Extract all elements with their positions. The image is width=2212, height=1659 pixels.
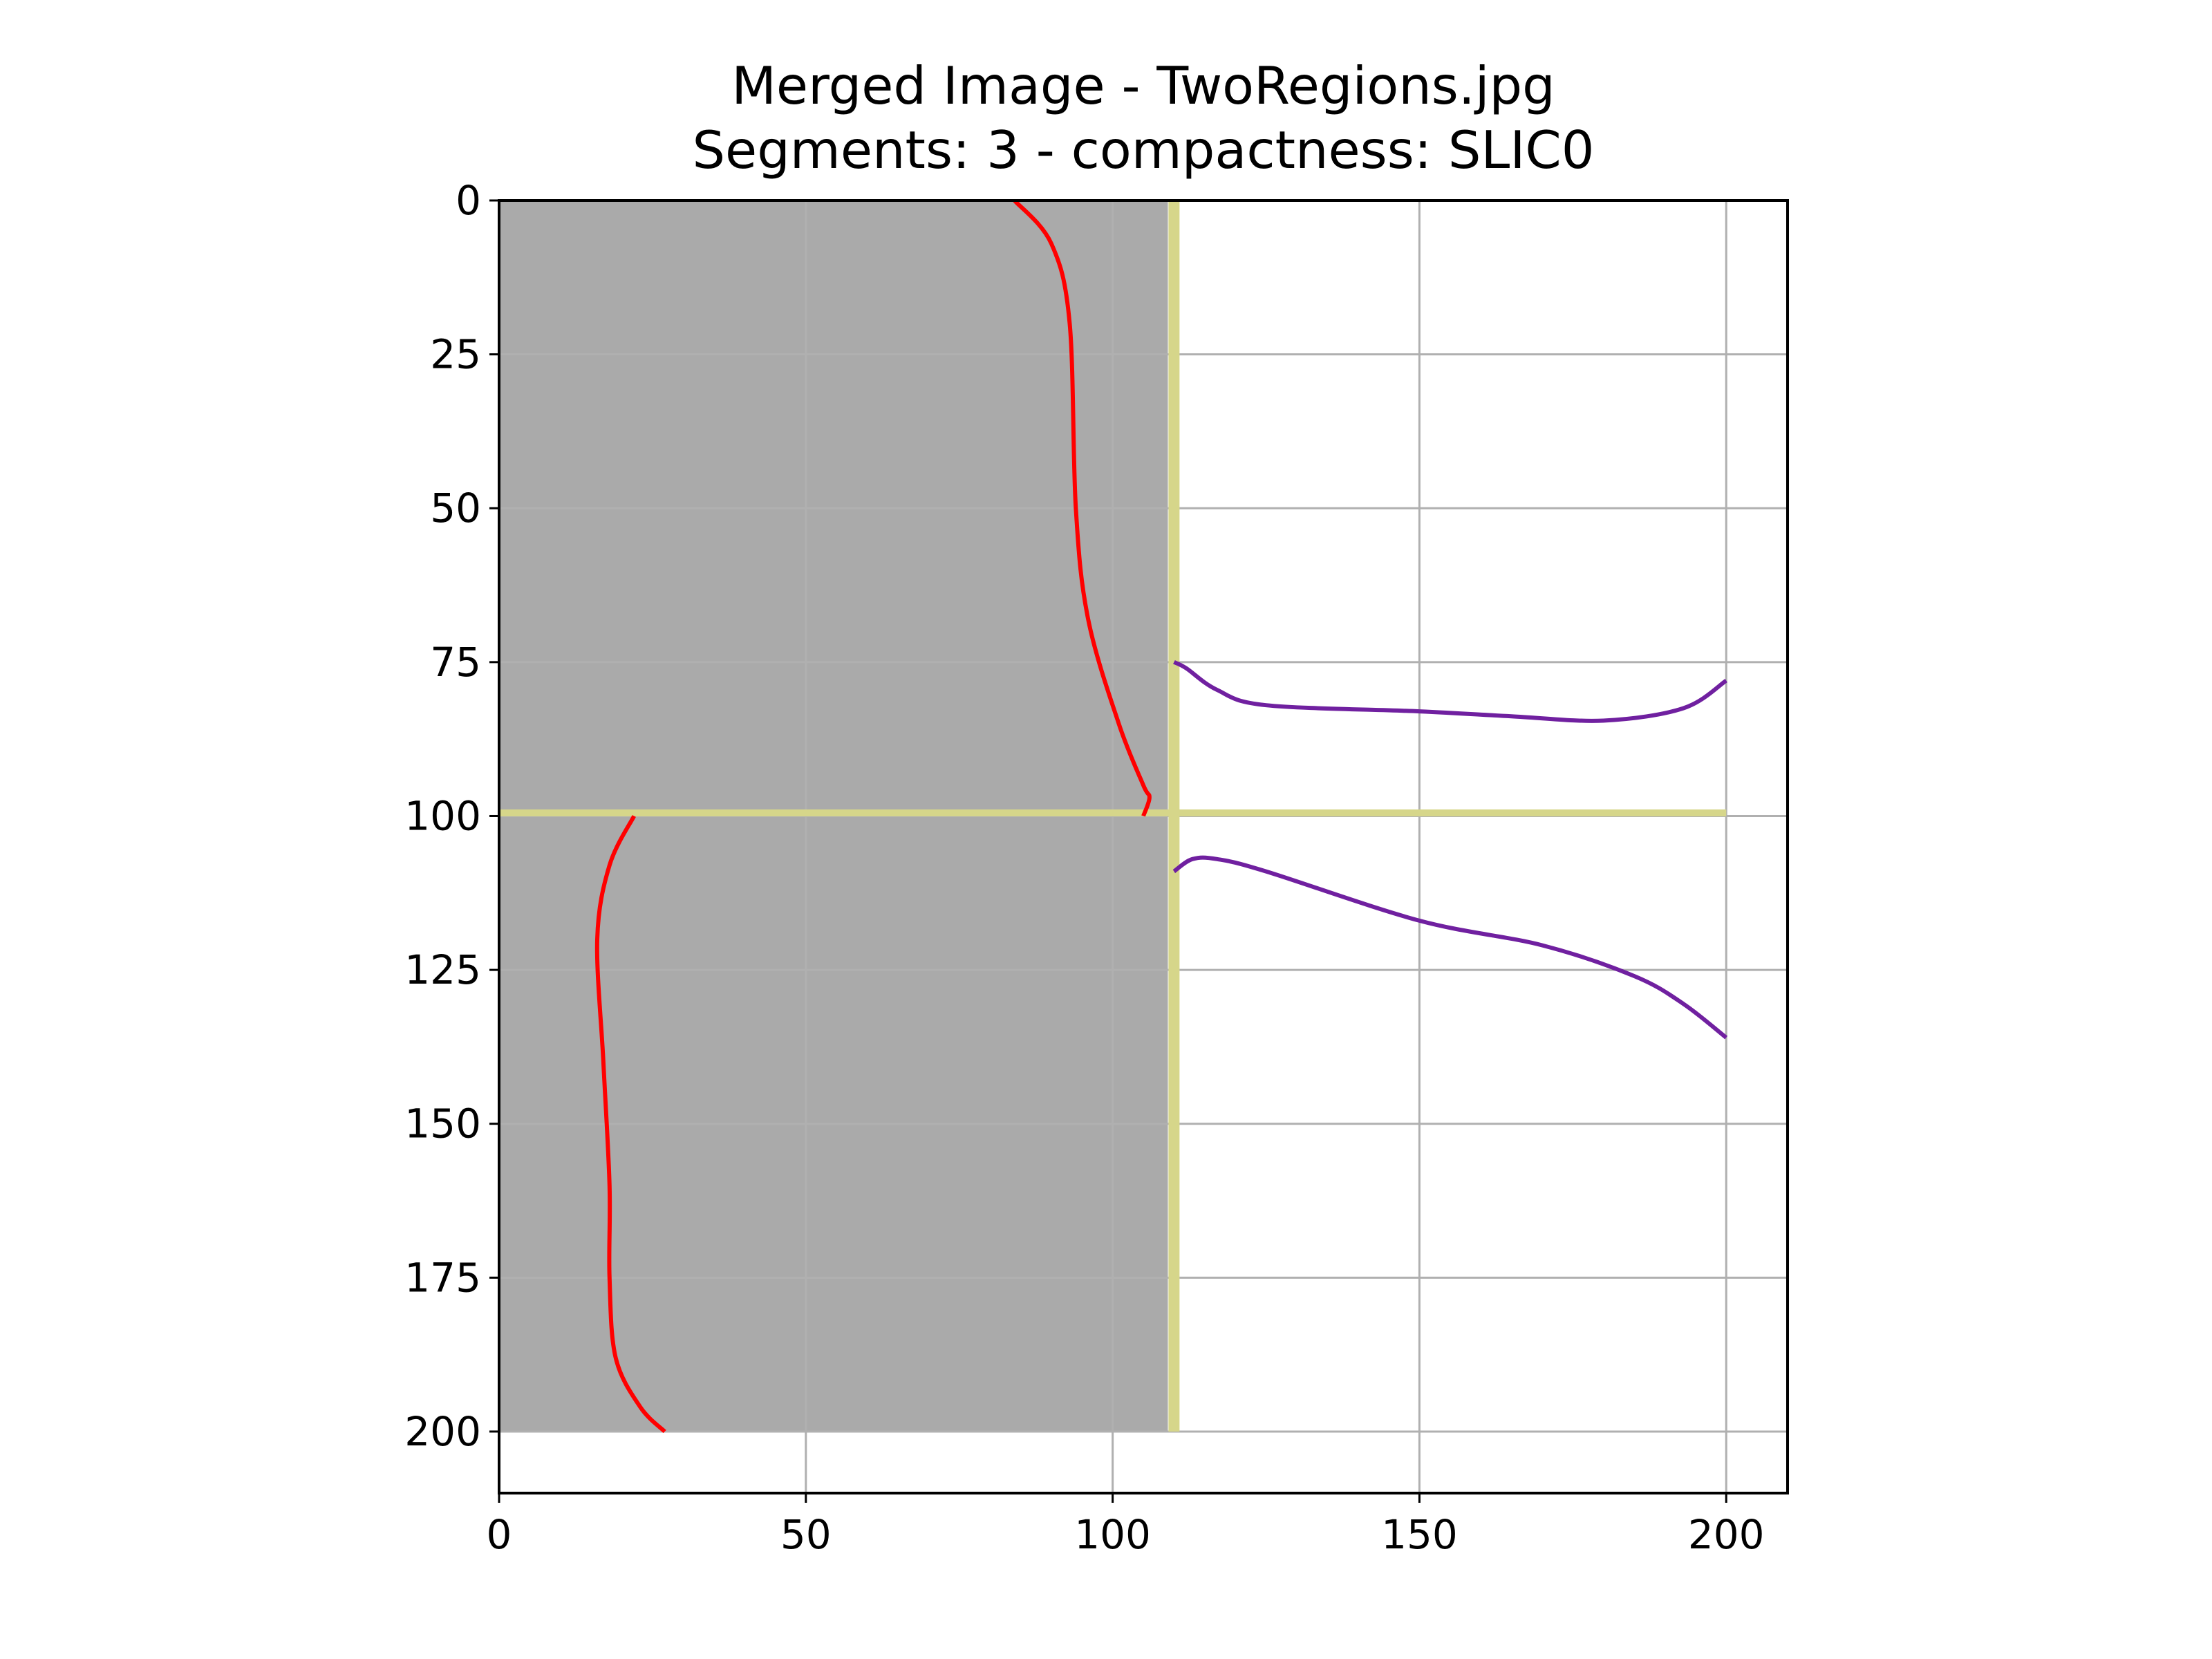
y-tick-label-0: 0	[456, 177, 481, 224]
chart-title: Merged Image - TwoRegions.jpg	[731, 55, 1555, 116]
series-line-1	[594, 815, 666, 1434]
plot-frame	[498, 199, 1789, 1494]
x-tick-label-3: 150	[1381, 1511, 1458, 1558]
y-tick-label-7: 175	[404, 1254, 481, 1301]
x-axis: 0 50 100 150 200	[487, 1493, 1765, 1558]
y-axis: 0 25 50 75 100 125 150 175 200	[404, 177, 499, 1455]
y-tick-label-4: 100	[404, 792, 481, 839]
series-line-3	[1172, 855, 1728, 1040]
y-tick-label-2: 50	[430, 485, 481, 532]
series-line-2	[1173, 660, 1727, 723]
segment-boundaries	[499, 200, 1727, 1432]
y-tick-label-6: 150	[404, 1100, 481, 1147]
y-tick-label-3: 75	[430, 639, 481, 686]
series-lines	[594, 198, 1728, 1434]
series-line-0	[1013, 198, 1152, 817]
y-tick-label-1: 25	[430, 331, 481, 378]
chart-subtitle: Segments: 3 - compactness: SLIC0	[692, 120, 1594, 180]
y-tick-label-5: 125	[404, 946, 481, 993]
y-tick-label-8: 200	[404, 1408, 481, 1455]
x-tick-label-1: 50	[780, 1511, 832, 1558]
x-tick-label-4: 200	[1688, 1511, 1765, 1558]
x-tick-label-2: 100	[1074, 1511, 1151, 1558]
x-tick-label-0: 0	[487, 1511, 512, 1558]
